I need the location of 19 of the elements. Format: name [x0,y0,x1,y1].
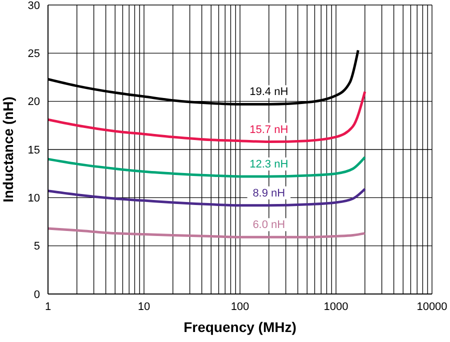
y-tick-label: 20 [28,96,40,108]
x-tick-label: 1 [44,300,52,313]
y-tick-label: 30 [28,0,40,12]
series-label: 12.3 nH [250,158,288,170]
x-tick-label: 10 [138,300,150,313]
series-label: 6.0 nH [252,219,286,232]
x-tick-label: 100 [230,300,250,313]
y-tick-label: 25 [28,48,40,60]
series-label: 8.9 nH [252,187,286,200]
y-tick-label: 15 [28,144,40,156]
y-tick-label: 10 [28,192,40,205]
y-tick-label: 5 [34,240,40,253]
x-axis-title: Frequency (MHz) [184,319,296,335]
x-tick-label: 10000 [416,300,448,313]
y-axis-title: Inductance (nH) [0,96,16,202]
x-tick-label: 1000 [324,300,348,313]
series-label: 15.7 nH [250,124,288,136]
y-tick-label: 0 [34,288,40,301]
series-label: 19.4 nH [250,86,288,98]
